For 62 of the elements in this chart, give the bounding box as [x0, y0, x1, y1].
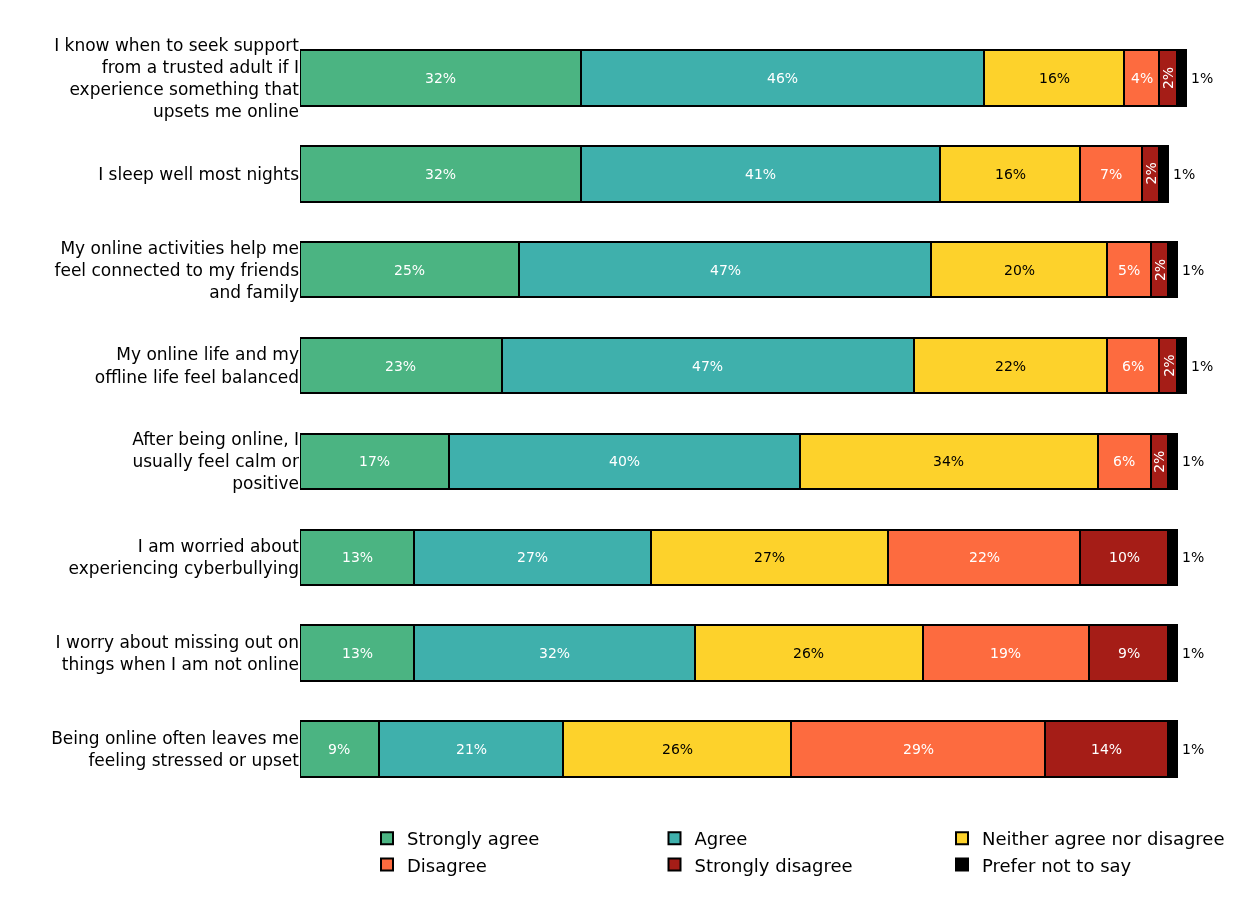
y-tick-label: Being online often leaves me feeling stressed or upset [51, 727, 300, 771]
data-label: 19% [990, 645, 1022, 661]
data-label: 9% [1118, 645, 1141, 661]
legend-label: Strongly agree [407, 828, 540, 850]
legend-label: Disagree [407, 854, 487, 876]
data-label: 41% [745, 166, 777, 182]
y-tick-label: My online life and my offline life feel balanced [94, 344, 299, 387]
data-label: 27% [754, 549, 786, 565]
legend-label: Agree [694, 828, 748, 850]
data-label: 2% [1151, 258, 1168, 282]
data-label: 32% [539, 645, 571, 661]
data-label: 1% [1182, 741, 1205, 757]
data-label: 2% [1150, 450, 1167, 473]
data-label: 9% [328, 741, 351, 757]
data-label: 10% [1109, 549, 1141, 565]
y-tick-label: I know when to seek support from a trusted adult if I experience something that upsets me online [54, 34, 300, 122]
data-label: 16% [1039, 70, 1071, 86]
data-label: 5% [1118, 262, 1141, 278]
data-label: 23% [385, 358, 417, 374]
data-label: 2% [1160, 66, 1177, 90]
data-label: 13% [342, 645, 374, 661]
data-label: 1% [1173, 166, 1196, 182]
data-label: 32% [425, 166, 457, 182]
y-tick-label: After being online, I usually feel calm or positive [132, 429, 300, 494]
data-label: 47% [710, 262, 742, 278]
data-label: 1% [1182, 645, 1205, 661]
data-label: 16% [995, 166, 1027, 182]
legend-label: Strongly disagree [694, 854, 853, 876]
data-label: 4% [1131, 70, 1154, 86]
data-label: 32% [425, 70, 457, 86]
data-label: 14% [1091, 741, 1123, 757]
data-label: 47% [692, 358, 724, 374]
y-tick-label: I sleep well most nights [98, 163, 300, 184]
legend-label: Neither agree nor disagree [982, 828, 1225, 850]
data-label: 25% [394, 262, 426, 278]
data-label: 1% [1191, 70, 1214, 86]
data-label: 1% [1182, 262, 1205, 278]
data-label: 22% [969, 549, 1001, 565]
legend-label: Prefer not to say [982, 854, 1132, 876]
data-label: 7% [1100, 166, 1123, 182]
data-label: 34% [933, 453, 965, 469]
y-tick-label: My online activities help me feel connected to my friends and family [54, 237, 300, 302]
y-tick-label: I am worried about experiencing cyberbullying [68, 536, 300, 579]
data-label: 21% [456, 741, 488, 757]
data-label: 46% [767, 70, 799, 86]
data-label: 6% [1122, 358, 1145, 374]
data-label: 26% [793, 645, 825, 661]
data-label: 22% [995, 358, 1027, 374]
data-label: 26% [662, 741, 694, 757]
data-label: 6% [1113, 453, 1136, 469]
data-label: 29% [903, 741, 935, 757]
data-label: 1% [1191, 358, 1214, 374]
data-label: 2% [1160, 354, 1177, 377]
data-label: 1% [1182, 549, 1205, 565]
data-label: 20% [1004, 262, 1036, 278]
data-label: 13% [342, 549, 374, 565]
data-label: 27% [517, 549, 549, 565]
data-label: 40% [609, 453, 641, 469]
data-label: 17% [359, 453, 391, 469]
data-label: 1% [1182, 453, 1205, 469]
y-tick-label: I worry about missing out on things when I am not online [55, 632, 299, 675]
data-label: 2% [1142, 162, 1159, 185]
